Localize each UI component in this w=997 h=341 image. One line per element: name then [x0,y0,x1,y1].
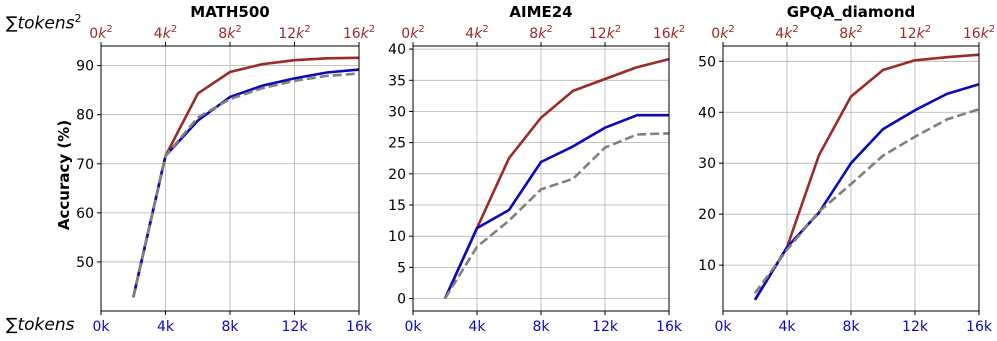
x-tick-label: 8k [532,319,550,335]
y-tick-label: 30 [698,156,716,172]
x2-tick-label: 12k2 [589,24,621,42]
y-tick-label: 30 [388,104,406,120]
series-line-2 [132,72,360,298]
x-tick-label: 0k [92,319,110,335]
y-tick-label: 60 [76,206,94,222]
y-tick-label: 40 [698,105,716,121]
top-axis-label-text: tokens [17,13,75,34]
chart-title: AIME24 [509,3,572,21]
top-axis-label: ∑tokens2 [6,12,81,34]
x2-tick-label: 0k2 [401,24,424,42]
x-tick-label: 12k [282,319,309,335]
y-tick-label: 25 [388,136,406,152]
top-axis-sum-symbol: ∑ [6,13,18,34]
bottom-axis-sum-symbol: ∑ [6,315,18,335]
x2-tick-label: 0k2 [89,24,112,42]
x-tick-label: 16k [966,319,993,335]
x-tick-label: 16k [656,319,683,335]
x2-tick-label: 16k2 [343,24,375,42]
y-tick-label: 0 [397,292,406,308]
x2-tick-label: 12k2 [278,24,310,42]
x2-tick-label: 4k2 [465,24,488,42]
x-tick-label: 4k [778,319,796,335]
y-axis-label: Accuracy (%) [55,119,73,231]
chart-panel-1: 0 5 10 15 20 25 30 35 40 0k 4k 8k 12k 16k 0k2 4k2 8k2 12k… [388,3,685,335]
x2-tick-label: 4k2 [775,24,798,42]
y-tick-label: 20 [388,167,406,183]
x-tick-label: 0k [404,319,422,335]
x2-tick-label: 8k2 [529,24,552,42]
x-tick-label: 8k [842,319,860,335]
x-tick-label: 4k [468,319,486,335]
y-tick-label: 10 [388,229,406,245]
y-tick-label: 20 [698,207,716,223]
y-tick-label: 80 [76,108,94,124]
x2-tick-label: 16k2 [963,24,995,42]
y-tick-label: 15 [388,198,406,214]
series-line-1 [753,82,980,301]
series-line-0 [753,53,980,301]
bottom-axis-label: ∑tokens [6,315,74,335]
x-tick-label: 4k [157,319,175,335]
y-tick-label: 50 [76,255,94,271]
y-tick-label: 90 [76,59,94,75]
series-line-1 [132,68,360,298]
y-tick-label: 10 [698,258,716,274]
chart-panel-0: 50 60 70 80 90 0k 4k 8k 12k 16k 0k2 4k2 8k2 12k2 16k2 M… [76,3,375,335]
x2-tick-label: 16k2 [653,24,685,42]
chart-title: GPQA_diamond [787,3,916,21]
x2-tick-label: 12k2 [899,24,931,42]
series-line-0 [443,57,670,300]
series-line-2 [753,107,980,294]
y-tick-label: 35 [388,73,406,89]
series-line-0 [132,56,360,298]
x2-tick-label: 8k2 [839,24,862,42]
y-tick-label: 40 [388,42,406,58]
chart-title: MATH500 [190,3,269,21]
bottom-axis-label-text: tokens [17,315,75,335]
y-tick-label: 50 [698,54,716,70]
x-tick-label: 12k [592,319,619,335]
top-axis-label-sup: 2 [74,12,82,25]
x-tick-label: 12k [902,319,929,335]
y-tick-label: 70 [76,157,94,173]
x2-tick-label: 0k2 [711,24,734,42]
x2-tick-label: 8k2 [218,24,241,42]
series-line-1 [443,113,669,300]
x-tick-label: 8k [221,319,239,335]
series-line-2 [443,132,670,300]
chart-panel-2: 10 20 30 40 50 0k 4k 8k 12k 16k 0k2 4k2 8k2 12k2 16k2 G… [698,3,995,335]
x2-tick-label: 4k2 [154,24,177,42]
x-tick-label: 16k [346,319,373,335]
x-tick-label: 0k [714,319,732,335]
y-tick-label: 5 [397,260,406,276]
